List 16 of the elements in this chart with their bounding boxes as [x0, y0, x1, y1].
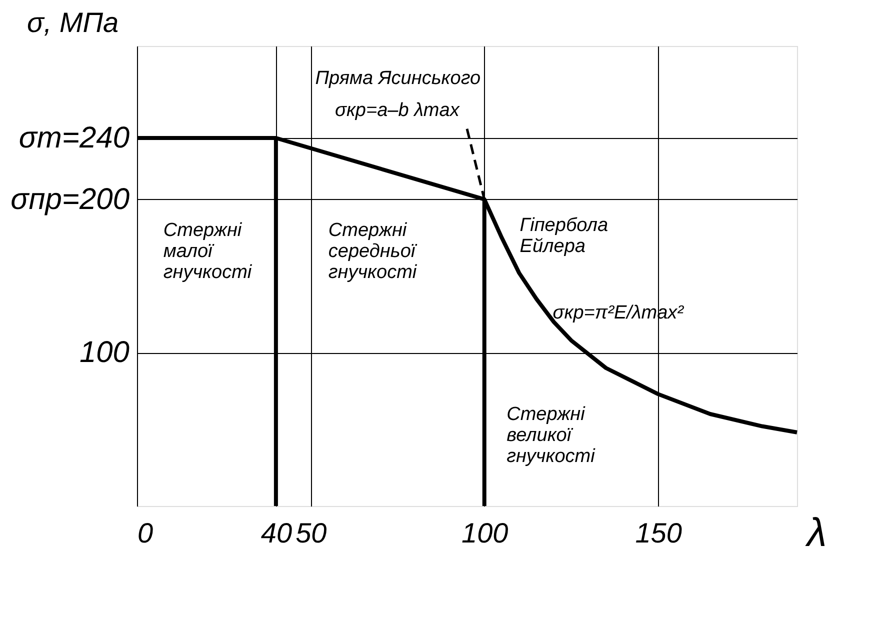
- annotation: Пряма Ясинського: [315, 68, 481, 89]
- x-tick-label: 150: [635, 518, 682, 548]
- annotation: Стержні великої гнучкості: [506, 404, 596, 467]
- annotation: Стержні малої гнучкості: [163, 220, 252, 283]
- annotation: σкр=a–b λmax: [335, 100, 461, 122]
- annotation: Стержні середньої гнучкості: [328, 220, 418, 283]
- x-tick-label: 100: [462, 518, 509, 548]
- y-tick-label: σпр=200: [10, 182, 130, 216]
- y-tick-label: 100: [79, 336, 130, 370]
- x-axis-title: λ: [805, 511, 827, 555]
- x-tick-label: 50: [296, 518, 328, 548]
- x-tick-label: 0: [138, 518, 154, 548]
- annotation: Гіпербола Ейлера: [520, 215, 608, 258]
- y-tick-label: σт=240: [18, 122, 130, 154]
- y-axis-title: σ, МПа: [27, 7, 119, 38]
- x-tick-label: 40: [260, 518, 292, 548]
